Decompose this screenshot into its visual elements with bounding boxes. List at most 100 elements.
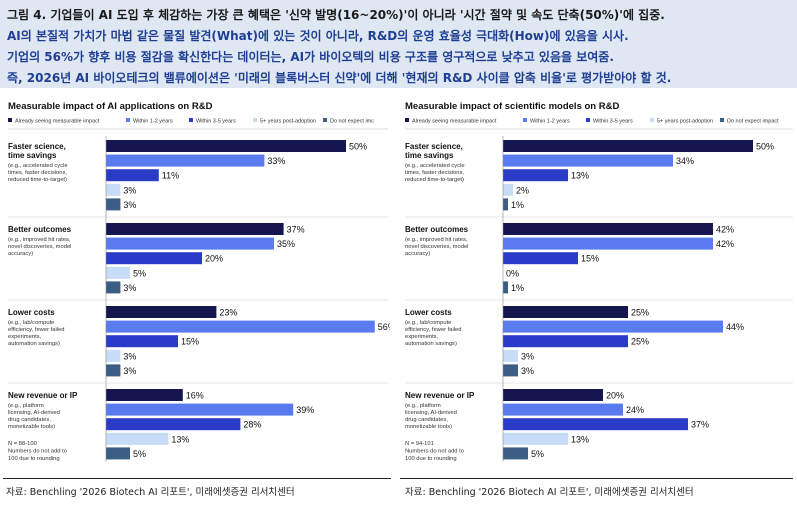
category-description: (e.g., platform [405,403,441,409]
bar-value-label: 3% [123,200,136,210]
legend-swatch [8,118,12,122]
legend-label: Within 1-2 years [133,119,173,125]
bar [503,447,528,460]
legend-swatch [253,118,257,122]
legend-swatch [650,118,654,122]
category-label: Better outcomes [8,225,72,234]
legend-label: 5+ years post-adoption [657,119,713,125]
legend-swatch [523,118,527,122]
bar [503,223,713,235]
sample-size-note: Numbers do not add to [405,449,464,455]
category-label: New revenue or IP [8,391,78,400]
category-description: efficiency, fewer failed [405,327,462,333]
bar-value-label: 5% [531,449,544,459]
bar-value-label: 33% [267,156,285,166]
bar [106,306,217,318]
bar [503,418,688,431]
bar-value-label: 5% [133,268,146,278]
insight-line: 기업의 56%가 향후 비용 절감을 확신한다는 데이터는, AI가 바이오텍의… [7,50,614,64]
category-description: (e.g., lab/compute [405,320,451,326]
bar-value-label: 3% [123,366,136,376]
category-description: automation savings) [8,341,60,347]
legend-swatch [126,118,130,122]
bar-value-label: 37% [287,225,305,235]
bar-value-label: 24% [626,405,644,415]
bar [106,432,169,445]
bar [503,389,603,401]
figure-title: 그림 4. 기업들이 AI 도입 후 체감하는 가장 큰 혜택은 '신약 발명(… [7,8,665,22]
bar [106,403,294,416]
bar [106,349,121,362]
bar [106,281,121,294]
bar-value-label: 28% [243,420,261,430]
bar-value-label: 25% [631,337,649,347]
bar-value-label: 25% [631,308,649,318]
bar [503,169,568,182]
bar-value-label: 20% [205,254,223,264]
bar-value-label: 34% [676,156,694,166]
bar-value-label: 16% [186,391,204,401]
category-label: Better outcomes [405,225,469,234]
sample-size-note: Numbers do not add to [8,449,67,455]
bar-value-label: 50% [349,142,367,152]
category-description: (e.g., improved hit rates, [405,237,468,243]
category-description: licensing, AI-derived [405,410,457,416]
bar [106,447,130,460]
bar-value-label: 23% [219,308,237,318]
sample-size-note: N = 94-101 [405,441,434,447]
bar [106,237,274,250]
bar [106,169,159,182]
sample-size-note: 100 due to rounding [405,456,457,462]
category-description: accuracy) [8,251,33,257]
category-description: automation savings) [405,341,457,347]
chart-title: Measurable impact of scientific models o… [405,101,619,112]
insight-line: AI의 본질적 가치가 마법 같은 물질 발견(What)에 있는 것이 아니라… [7,29,629,43]
category-description: (e.g., platform [8,403,44,409]
bar-value-label: 1% [511,200,524,210]
footer-divider [3,478,391,479]
bar [503,320,723,333]
bar [503,281,508,294]
bar [503,349,518,362]
category-description: times, faster decisions, [8,170,67,176]
category-description: (e.g., lab/compute [8,320,54,326]
category-label: Faster science, [405,142,463,151]
category-description: accuracy) [405,251,430,257]
category-label: Lower costs [8,308,55,317]
bar [106,320,375,333]
category-description: reduced time-to-target) [8,177,67,183]
bar [503,432,568,445]
bar [106,223,284,235]
category-label: New revenue or IP [405,391,475,400]
bar-value-label: 11% [162,171,179,181]
legend-label: 5+ years post-adoption [260,119,316,125]
footer-divider [400,478,793,479]
sample-size-note: N = 88-100 [8,441,37,447]
category-label: time savings [405,151,454,160]
bar [503,364,518,377]
category-description: novel discoveries, model [405,244,468,250]
bar-value-label: 13% [571,171,589,181]
legend-swatch [720,118,724,122]
legend-label: Do not expect impact [727,119,779,125]
bar-value-label: 13% [571,434,589,444]
bar [503,154,673,167]
category-description: monetizable tools) [405,424,452,430]
legend-swatch [189,118,193,122]
legend-label: Do not expect imc [330,119,374,125]
legend-swatch [405,118,409,122]
chart-panel-scientific-models: Measurable impact of scientific models o… [405,96,793,476]
legend-swatch [323,118,327,122]
category-description: (e.g., accelerated cycle [405,163,465,169]
bar-value-label: 20% [606,391,624,401]
bar-value-label: 50% [756,142,774,152]
bar-value-label: 56% [378,322,390,332]
category-description: novel discoveries, model [8,244,71,250]
bar [503,335,628,348]
chart-title: Measurable impact of AI applications on … [8,101,213,112]
bar-value-label: 3% [521,351,534,361]
bar-chart-ai-applications: Measurable impact of AI applications on … [8,101,390,462]
category-description: (e.g., improved hit rates, [8,237,71,243]
bar-value-label: 1% [511,283,524,293]
bar-value-label: 39% [296,405,314,415]
